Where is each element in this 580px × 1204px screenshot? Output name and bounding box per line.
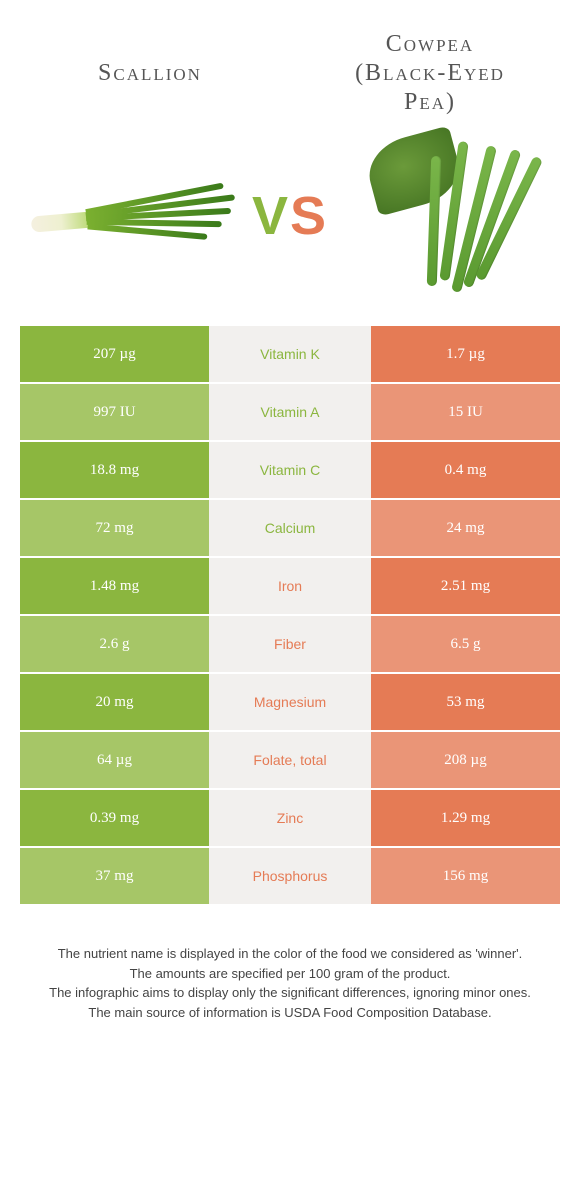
nutrient-name: Phosphorus bbox=[209, 848, 371, 904]
value-right: 1.7 µg bbox=[371, 326, 560, 382]
value-left: 2.6 g bbox=[20, 616, 209, 672]
value-right: 208 µg bbox=[371, 732, 560, 788]
table-row: 2.6 gFiber6.5 g bbox=[20, 616, 560, 672]
title-cowpea-l2: (Black-Eyed bbox=[355, 60, 505, 86]
footer-line3: The infographic aims to display only the… bbox=[20, 983, 560, 1003]
cowpea-icon bbox=[359, 136, 539, 296]
header: Scallion Cowpea (Black-Eyed Pea) bbox=[0, 0, 580, 126]
value-right: 156 mg bbox=[371, 848, 560, 904]
images-row: VS bbox=[0, 126, 580, 326]
footer: The nutrient name is displayed in the co… bbox=[20, 944, 560, 1022]
nutrient-name: Calcium bbox=[209, 500, 371, 556]
table-row: 207 µgVitamin K1.7 µg bbox=[20, 326, 560, 382]
value-right: 6.5 g bbox=[371, 616, 560, 672]
table-row: 64 µgFolate, total208 µg bbox=[20, 732, 560, 788]
header-left: Scallion bbox=[10, 30, 290, 116]
value-left: 72 mg bbox=[20, 500, 209, 556]
table-row: 72 mgCalcium24 mg bbox=[20, 500, 560, 556]
nutrient-name: Vitamin C bbox=[209, 442, 371, 498]
value-right: 24 mg bbox=[371, 500, 560, 556]
table-row: 37 mgPhosphorus156 mg bbox=[20, 848, 560, 904]
vs-label: VS bbox=[252, 185, 328, 247]
value-right: 2.51 mg bbox=[371, 558, 560, 614]
value-right: 53 mg bbox=[371, 674, 560, 730]
value-right: 15 IU bbox=[371, 384, 560, 440]
nutrient-name: Fiber bbox=[209, 616, 371, 672]
value-left: 64 µg bbox=[20, 732, 209, 788]
value-left: 20 mg bbox=[20, 674, 209, 730]
title-cowpea-l1: Cowpea bbox=[386, 31, 474, 57]
nutrient-name: Vitamin K bbox=[209, 326, 371, 382]
nutrient-name: Folate, total bbox=[209, 732, 371, 788]
nutrient-name: Magnesium bbox=[209, 674, 371, 730]
nutrient-name: Vitamin A bbox=[209, 384, 371, 440]
scallion-icon bbox=[29, 178, 233, 255]
footer-line2: The amounts are specified per 100 gram o… bbox=[20, 964, 560, 984]
title-cowpea: Cowpea (Black-Eyed Pea) bbox=[355, 30, 505, 116]
value-right: 1.29 mg bbox=[371, 790, 560, 846]
table-row: 1.48 mgIron2.51 mg bbox=[20, 558, 560, 614]
table-row: 20 mgMagnesium53 mg bbox=[20, 674, 560, 730]
table-row: 18.8 mgVitamin C0.4 mg bbox=[20, 442, 560, 498]
footer-line1: The nutrient name is displayed in the co… bbox=[20, 944, 560, 964]
nutrition-table: 207 µgVitamin K1.7 µg997 IUVitamin A15 I… bbox=[20, 326, 560, 904]
vs-s: S bbox=[290, 186, 328, 246]
value-left: 37 mg bbox=[20, 848, 209, 904]
value-left: 207 µg bbox=[20, 326, 209, 382]
title-scallion: Scallion bbox=[98, 59, 202, 88]
header-right: Cowpea (Black-Eyed Pea) bbox=[290, 30, 570, 116]
value-right: 0.4 mg bbox=[371, 442, 560, 498]
cowpea-image bbox=[338, 136, 560, 296]
value-left: 1.48 mg bbox=[20, 558, 209, 614]
table-row: 997 IUVitamin A15 IU bbox=[20, 384, 560, 440]
table-row: 0.39 mgZinc1.29 mg bbox=[20, 790, 560, 846]
scallion-image bbox=[20, 136, 242, 296]
nutrient-name: Iron bbox=[209, 558, 371, 614]
nutrient-name: Zinc bbox=[209, 790, 371, 846]
value-left: 997 IU bbox=[20, 384, 209, 440]
value-left: 18.8 mg bbox=[20, 442, 209, 498]
footer-line4: The main source of information is USDA F… bbox=[20, 1003, 560, 1023]
title-cowpea-l3: Pea) bbox=[404, 89, 456, 115]
vs-v: V bbox=[252, 186, 290, 246]
value-left: 0.39 mg bbox=[20, 790, 209, 846]
